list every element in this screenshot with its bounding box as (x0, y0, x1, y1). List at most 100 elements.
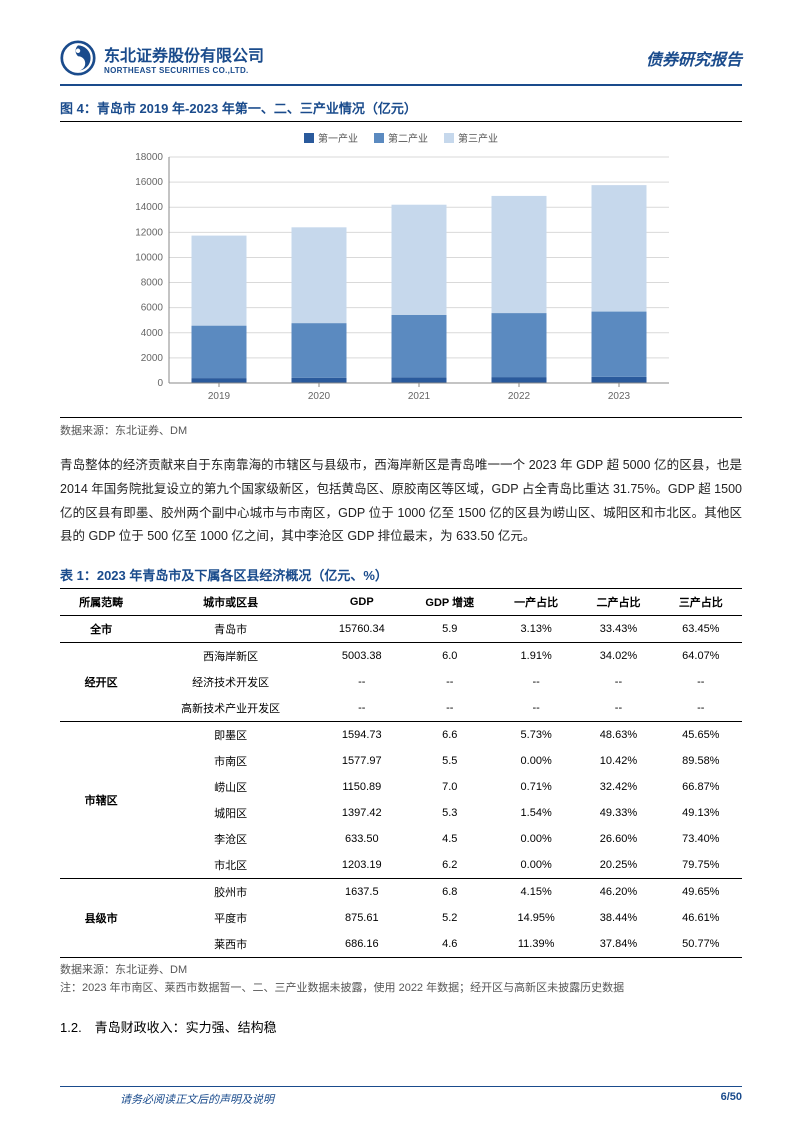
table-cell: 6.8 (405, 879, 495, 906)
table-cell: 46.61% (660, 905, 742, 931)
table-cell: 城阳区 (142, 800, 319, 826)
table-cell: 5.9 (405, 616, 495, 643)
table-row: 崂山区1150.897.00.71%32.42%66.87% (60, 774, 742, 800)
svg-text:18000: 18000 (135, 152, 163, 163)
table-cell: 73.40% (660, 826, 742, 852)
table-cell: 89.58% (660, 748, 742, 774)
table-cell: 49.33% (577, 800, 659, 826)
svg-text:12000: 12000 (135, 227, 163, 238)
table-cell: 高新技术产业开发区 (142, 695, 319, 722)
table-cell: 4.5 (405, 826, 495, 852)
svg-text:2023: 2023 (608, 391, 631, 402)
table-row: 平度市875.615.214.95%38.44%46.61% (60, 905, 742, 931)
table-cell: 崂山区 (142, 774, 319, 800)
legend-swatch (374, 133, 384, 143)
table-cell: 49.65% (660, 879, 742, 906)
figure4-source: 数据来源：东北证券、DM (60, 417, 742, 438)
table-header-cell: 一产占比 (495, 589, 577, 616)
legend-label: 第一产业 (318, 130, 358, 145)
table-cell: 1397.42 (319, 800, 405, 826)
table-row: 李沧区633.504.50.00%26.60%73.40% (60, 826, 742, 852)
table1-note: 注：2023 年市南区、莱西市数据暂一、二、三产业数据未披露，使用 2022 年… (60, 982, 624, 994)
table-cell: 5.2 (405, 905, 495, 931)
company-logo: 东北证券股份有限公司 NORTHEAST SECURITIES CO.,LTD. (60, 40, 264, 76)
svg-text:2019: 2019 (208, 391, 231, 402)
legend-label: 第二产业 (388, 130, 428, 145)
table-header-cell: 三产占比 (660, 589, 742, 616)
table-row: 城阳区1397.425.31.54%49.33%49.13% (60, 800, 742, 826)
table-cell: 79.75% (660, 852, 742, 879)
table-group-cell: 全市 (60, 616, 142, 643)
table-cell: -- (319, 669, 405, 695)
table-cell: 49.13% (660, 800, 742, 826)
table-header-cell: GDP 增速 (405, 589, 495, 616)
table-cell: 7.0 (405, 774, 495, 800)
legend-label: 第三产业 (458, 130, 498, 145)
table-cell: 0.00% (495, 826, 577, 852)
table-cell: 莱西市 (142, 931, 319, 958)
table-cell: 胶州市 (142, 879, 319, 906)
table-cell: 6.0 (405, 643, 495, 670)
page-header: 东北证券股份有限公司 NORTHEAST SECURITIES CO.,LTD.… (60, 40, 742, 86)
table-cell: 0.00% (495, 748, 577, 774)
table1-source-line: 数据来源：东北证券、DM (60, 964, 187, 976)
svg-text:6000: 6000 (141, 303, 164, 314)
legend-item: 第三产业 (444, 130, 498, 145)
table-group-cell: 县级市 (60, 879, 142, 958)
table-cell: 50.77% (660, 931, 742, 958)
svg-text:2020: 2020 (308, 391, 331, 402)
table-cell: 686.16 (319, 931, 405, 958)
table-cell: 市南区 (142, 748, 319, 774)
svg-text:8000: 8000 (141, 278, 164, 289)
svg-text:16000: 16000 (135, 177, 163, 188)
page-footer: 请务必阅读正文后的声明及说明 6/50 (60, 1086, 742, 1107)
table-row: 全市青岛市15760.345.93.13%33.43%63.45% (60, 616, 742, 643)
table-cell: 20.25% (577, 852, 659, 879)
table-header-cell: 所属范畴 (60, 589, 142, 616)
table-cell: 6.2 (405, 852, 495, 879)
table-cell: -- (577, 695, 659, 722)
svg-text:14000: 14000 (135, 202, 163, 213)
table-cell: 3.13% (495, 616, 577, 643)
table-cell: 10.42% (577, 748, 659, 774)
legend-swatch (444, 133, 454, 143)
table-header-cell: 二产占比 (577, 589, 659, 616)
table-row: 高新技术产业开发区---------- (60, 695, 742, 722)
svg-text:4000: 4000 (141, 328, 164, 339)
table-cell: 46.20% (577, 879, 659, 906)
table-row: 县级市胶州市1637.56.84.15%46.20%49.65% (60, 879, 742, 906)
table-cell: 45.65% (660, 722, 742, 749)
table-cell: 6.6 (405, 722, 495, 749)
svg-text:2021: 2021 (408, 391, 431, 402)
table-cell: 5.5 (405, 748, 495, 774)
table-cell: 4.6 (405, 931, 495, 958)
table-row: 经开区西海岸新区5003.386.01.91%34.02%64.07% (60, 643, 742, 670)
table-cell: 1150.89 (319, 774, 405, 800)
table-cell: 5.73% (495, 722, 577, 749)
figure4-chart: 第一产业第二产业第三产业 020004000600080001000012000… (121, 130, 681, 411)
table-row: 市南区1577.975.50.00%10.42%89.58% (60, 748, 742, 774)
company-name-cn: 东北证券股份有限公司 (104, 42, 264, 66)
table-cell: 38.44% (577, 905, 659, 931)
table-cell: -- (495, 695, 577, 722)
table-cell: 66.87% (660, 774, 742, 800)
svg-text:10000: 10000 (135, 252, 163, 263)
stacked-bar-chart: 0200040006000800010000120001400016000180… (121, 151, 681, 411)
table-cell: 32.42% (577, 774, 659, 800)
table-cell: 11.39% (495, 931, 577, 958)
svg-text:2000: 2000 (141, 353, 164, 364)
table-cell: 经济技术开发区 (142, 669, 319, 695)
table-cell: 34.02% (577, 643, 659, 670)
document-type: 债券研究报告 (646, 46, 742, 70)
table-cell: 1.91% (495, 643, 577, 670)
figure4-title: 图 4：青岛市 2019 年-2023 年第一、二、三产业情况（亿元） (60, 98, 742, 122)
table-cell: 1577.97 (319, 748, 405, 774)
chart-legend: 第一产业 第二产业 第三产业 (121, 130, 681, 145)
svg-text:2022: 2022 (508, 391, 531, 402)
section-1-2-heading: 1.2. 青岛财政收入：实力强、结构稳 (60, 1017, 742, 1036)
page-number: 6/50 (721, 1091, 742, 1107)
table-cell: -- (577, 669, 659, 695)
table-cell: 4.15% (495, 879, 577, 906)
table-cell: 0.71% (495, 774, 577, 800)
table-cell: 63.45% (660, 616, 742, 643)
